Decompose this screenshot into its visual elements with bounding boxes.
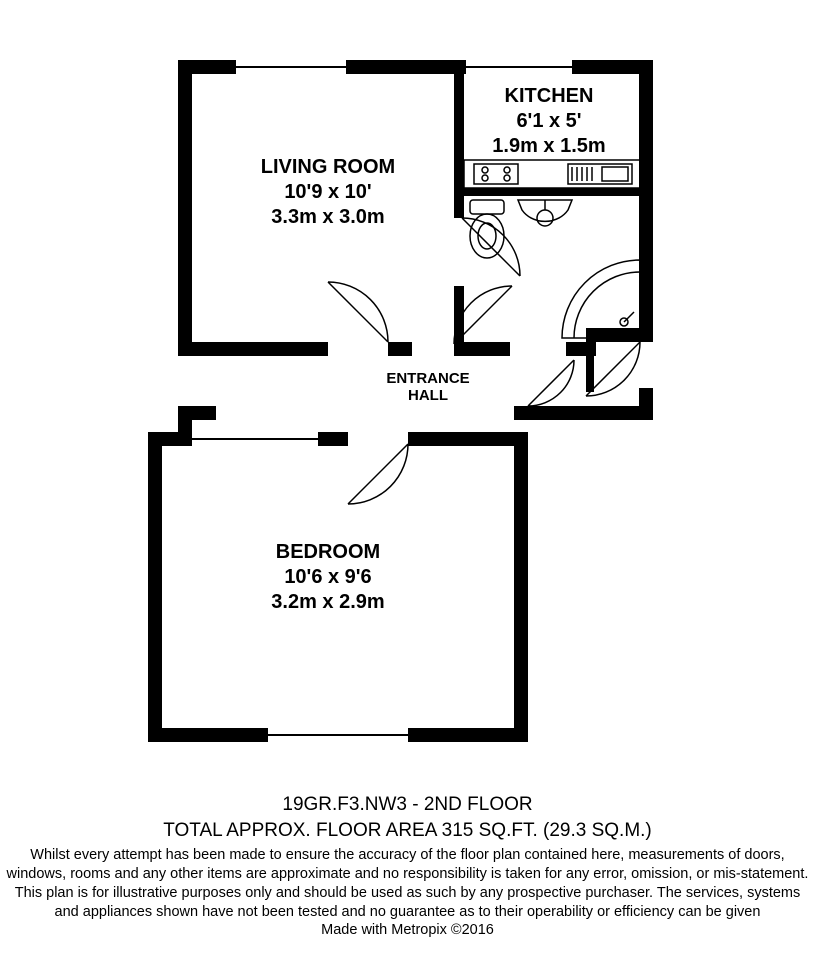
kitchen-name: KITCHEN bbox=[464, 84, 634, 109]
bedroom-name: BEDROOM bbox=[228, 540, 428, 565]
footer-credit: Made with Metropix ©2016 bbox=[6, 921, 809, 940]
footer-area: TOTAL APPROX. FLOOR AREA 315 SQ.FT. (29.… bbox=[0, 818, 815, 844]
bedroom-label: BEDROOM 10'6 x 9'6 3.2m x 2.9m bbox=[228, 540, 428, 615]
shower-quadrant-icon bbox=[562, 260, 640, 338]
footer-address: 19GR.F3.NW3 - 2ND FLOOR bbox=[0, 792, 815, 818]
bedroom-met: 3.2m x 2.9m bbox=[228, 590, 428, 615]
living-room-name: LIVING ROOM bbox=[228, 155, 428, 180]
living-room-label: LIVING ROOM 10'9 x 10' 3.3m x 3.0m bbox=[228, 155, 428, 230]
footer-heading: 19GR.F3.NW3 - 2ND FLOOR TOTAL APPROX. FL… bbox=[0, 792, 815, 843]
hall-label: ENTRANCE HALL bbox=[368, 370, 488, 405]
footer-disclaimer-block: Whilst every attempt has been made to en… bbox=[0, 846, 815, 940]
living-room-imp: 10'9 x 10' bbox=[228, 180, 428, 205]
kitchen-imp: 6'1 x 5' bbox=[464, 109, 634, 134]
toilet-icon bbox=[464, 200, 510, 260]
hall-line1: ENTRANCE bbox=[386, 370, 469, 387]
door-arc-living bbox=[328, 282, 390, 344]
floor-plan: LIVING ROOM 10'9 x 10' 3.3m x 3.0m KITCH… bbox=[148, 60, 653, 742]
living-room-met: 3.3m x 3.0m bbox=[228, 205, 428, 230]
bedroom-imp: 10'6 x 9'6 bbox=[228, 565, 428, 590]
door-arc-entrance bbox=[586, 342, 640, 396]
basin-icon bbox=[518, 200, 572, 248]
hall-line2: HALL bbox=[408, 387, 448, 404]
door-arc-closet bbox=[528, 360, 574, 406]
kitchen-label: KITCHEN 6'1 x 5' 1.9m x 1.5m bbox=[464, 84, 634, 159]
footer-disclaimer: Whilst every attempt has been made to en… bbox=[6, 846, 809, 921]
door-arc-bedroom bbox=[348, 444, 408, 504]
kitchen-met: 1.9m x 1.5m bbox=[464, 134, 634, 159]
door-arc-bath bbox=[454, 286, 512, 344]
kitchen-counter bbox=[464, 160, 640, 188]
